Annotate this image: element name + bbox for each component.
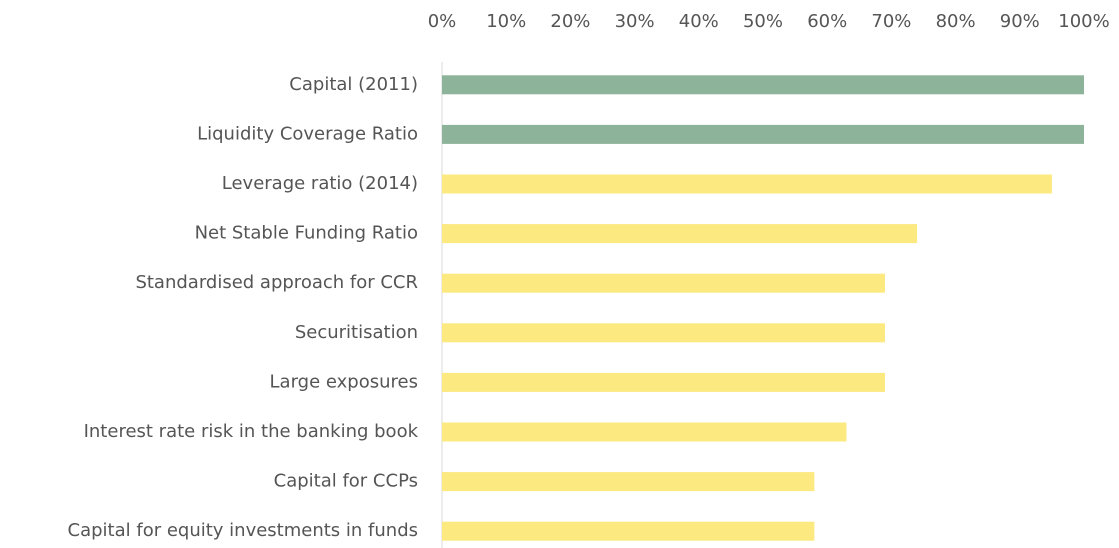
y-tick-label: Net Stable Funding Ratio xyxy=(195,223,418,244)
y-tick-label: Capital for CCPs xyxy=(274,471,418,492)
bar xyxy=(442,472,815,492)
y-tick-label: Liquidity Coverage Ratio xyxy=(197,123,418,144)
y-tick-label: Standardised approach for CCR xyxy=(135,272,418,293)
x-tick-label: 80% xyxy=(936,11,976,32)
x-tick-label: 50% xyxy=(743,11,783,32)
x-tick-label: 20% xyxy=(550,11,590,32)
x-tick-label: 60% xyxy=(807,11,847,32)
x-tick-label: 90% xyxy=(1000,11,1040,32)
bar xyxy=(442,224,918,244)
bar xyxy=(442,372,885,392)
bar xyxy=(442,521,815,541)
y-tick-label: Leverage ratio (2014) xyxy=(222,173,418,194)
x-tick-label: 0% xyxy=(428,11,457,32)
x-tick-label: 70% xyxy=(871,11,911,32)
bar xyxy=(442,124,1084,144)
bar xyxy=(442,75,1084,95)
x-tick-label: 30% xyxy=(615,11,655,32)
x-tick-label: 10% xyxy=(486,11,526,32)
bar xyxy=(442,174,1052,194)
bar xyxy=(442,422,847,442)
y-tick-label: Capital for equity investments in funds xyxy=(68,520,418,541)
x-tick-label: 40% xyxy=(679,11,719,32)
y-tick-label: Capital (2011) xyxy=(289,74,418,95)
bar xyxy=(442,323,885,343)
y-tick-label: Large exposures xyxy=(270,371,418,392)
y-tick-label: Interest rate risk in the banking book xyxy=(84,421,419,442)
x-tick-label: 100% xyxy=(1058,11,1109,32)
bar xyxy=(442,273,885,293)
y-tick-label: Securitisation xyxy=(295,322,418,343)
